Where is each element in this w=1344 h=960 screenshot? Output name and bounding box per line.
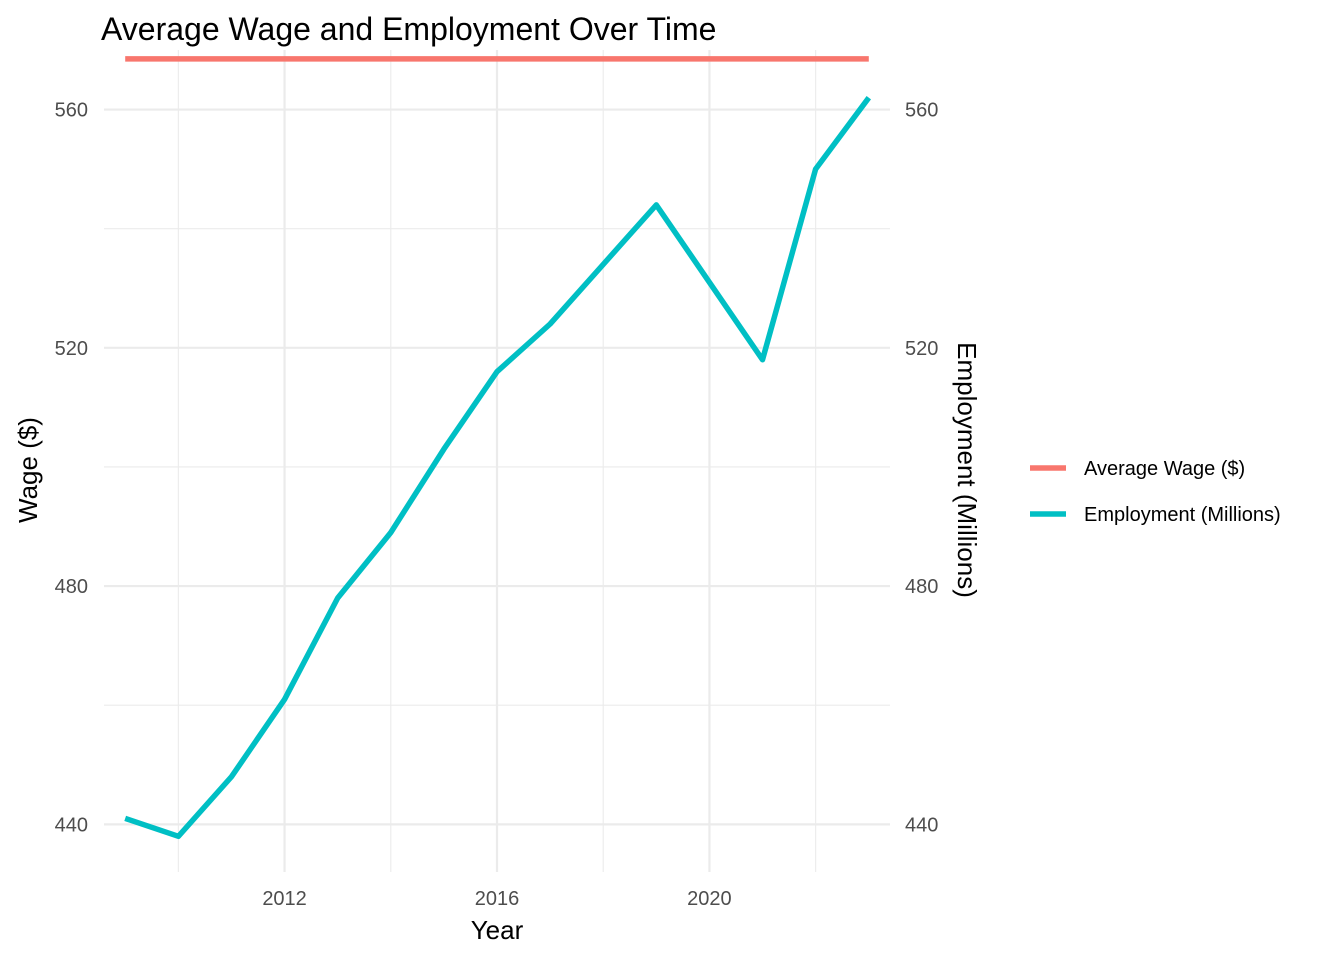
y-tick-label: 440 (55, 814, 88, 836)
y2-axis-title: Employment (Millions) (952, 342, 982, 598)
y-tick-label: 560 (55, 100, 88, 122)
x-tick-label: 2020 (687, 888, 732, 910)
legend: Average Wage ($) Employment (Millions) (1030, 458, 1281, 526)
x-tick-label: 2016 (475, 888, 520, 910)
axis-layer: 440 480 520 560 440 480 520 560 2012 2016 2020 (55, 100, 939, 910)
x-axis-title: Year (471, 915, 524, 945)
series-layer (124, 56, 872, 840)
series-line (124, 96, 872, 840)
grid-layer (104, 50, 890, 872)
y-tick-label: 520 (55, 338, 88, 360)
y-tick-label: 480 (55, 576, 88, 598)
y2-tick-label: 560 (905, 100, 938, 122)
legend-label: Employment (Millions) (1084, 504, 1281, 526)
chart-title: Average Wage and Employment Over Time (101, 11, 716, 47)
legend-label: Average Wage ($) (1084, 458, 1245, 480)
y-axis-title: Wage ($) (13, 417, 43, 523)
y2-tick-label: 440 (905, 814, 938, 836)
x-tick-label: 2012 (262, 888, 307, 910)
y2-tick-label: 520 (905, 338, 938, 360)
y2-tick-label: 480 (905, 576, 938, 598)
